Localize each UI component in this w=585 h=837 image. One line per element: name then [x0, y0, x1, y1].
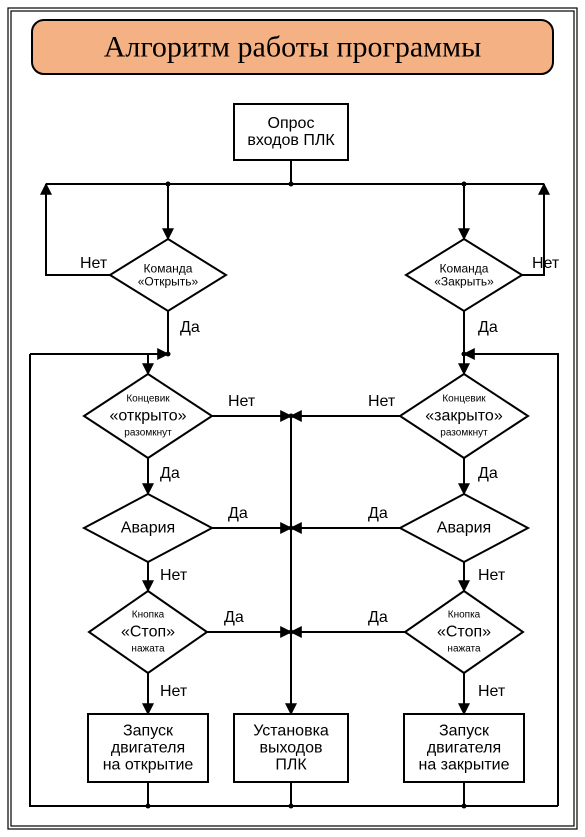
edge-label: Нет — [160, 683, 188, 700]
node-text: на закрытие — [419, 756, 510, 773]
node-text: «Открыть» — [138, 274, 199, 288]
flowchart-container: Алгоритм работы программы Нет Нет Да Да Нет Не… — [0, 0, 585, 837]
node-text: разомкнут — [440, 427, 488, 438]
node-text: Авария — [437, 520, 491, 537]
node-text: «открыто» — [109, 408, 186, 425]
flowchart-svg: Алгоритм работы программы Нет Нет Да Да Нет Не… — [0, 0, 585, 837]
node-text: «Стоп» — [437, 624, 491, 641]
node-text: Кнопка — [448, 610, 481, 621]
edge-label: Да — [180, 319, 200, 336]
edge-label: Нет — [228, 393, 256, 410]
node-text: двигателя — [111, 740, 185, 757]
node-text: на открытие — [103, 756, 194, 773]
node-text: Запуск — [123, 723, 174, 740]
node-text: двигателя — [427, 740, 501, 757]
node-text: Концевик — [442, 394, 486, 405]
node-start: Опросвходов ПЛК — [234, 104, 348, 160]
edge-label: Да — [160, 465, 180, 482]
page-title: Алгоритм работы программы — [104, 31, 482, 64]
edge-label: Нет — [478, 567, 506, 584]
node-set_out: УстановкавыходовПЛК — [234, 714, 348, 782]
edge-label: Да — [368, 505, 388, 522]
edge-label: Да — [478, 465, 498, 482]
node-text: Авария — [121, 520, 175, 537]
node-run_close: Запускдвигателяна закрытие — [404, 714, 524, 782]
edge-label: Да — [228, 505, 248, 522]
edge-label: Нет — [478, 683, 506, 700]
node-text: выходов — [259, 740, 322, 757]
edge-label: Нет — [368, 393, 396, 410]
edge-label: Да — [478, 319, 498, 336]
edge-label: Нет — [80, 255, 108, 272]
node-text: «Закрыть» — [434, 274, 494, 288]
node-text: нажата — [131, 643, 165, 654]
node-text: входов ПЛК — [247, 132, 335, 149]
node-text: Установка — [253, 723, 329, 740]
node-text: нажата — [447, 643, 481, 654]
edge-label: Нет — [532, 255, 560, 272]
node-text: ПЛК — [275, 756, 307, 773]
edge-label: Да — [224, 609, 244, 626]
node-text: Концевик — [126, 394, 170, 405]
edge-label: Нет — [160, 567, 188, 584]
node-text: Запуск — [439, 723, 490, 740]
node-text: «закрыто» — [425, 408, 503, 425]
edge-label: Да — [368, 609, 388, 626]
node-run_open: Запускдвигателяна открытие — [88, 714, 208, 782]
node-text: Опрос — [268, 115, 315, 132]
node-text: разомкнут — [124, 427, 172, 438]
node-text: «Стоп» — [121, 624, 175, 641]
node-text: Кнопка — [132, 610, 165, 621]
